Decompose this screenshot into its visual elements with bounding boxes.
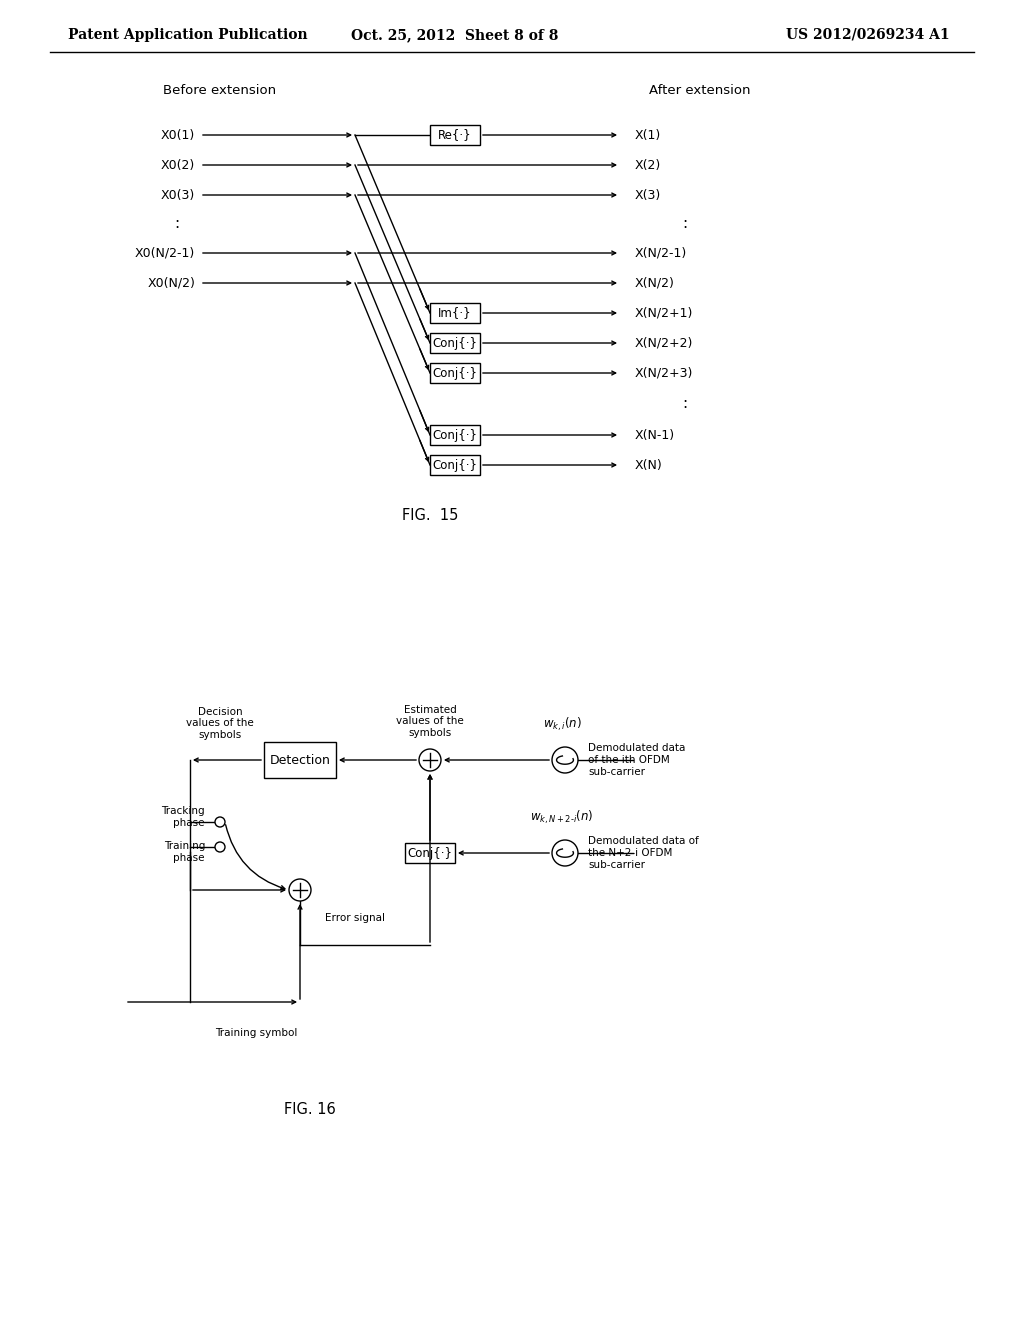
Text: Decision
values of the
symbols: Decision values of the symbols [186, 706, 254, 741]
Circle shape [552, 747, 578, 774]
FancyBboxPatch shape [264, 742, 336, 777]
Text: X(2): X(2) [635, 158, 662, 172]
Text: X0(N/2): X0(N/2) [147, 276, 195, 289]
Circle shape [419, 748, 441, 771]
Text: X(N/2-1): X(N/2-1) [635, 247, 687, 260]
Text: FIG.  15: FIG. 15 [401, 507, 458, 523]
FancyBboxPatch shape [430, 304, 480, 323]
Text: X0(3): X0(3) [161, 189, 195, 202]
Text: After extension: After extension [649, 83, 751, 96]
Text: Training symbol: Training symbol [215, 1028, 297, 1038]
Text: X(N/2+1): X(N/2+1) [635, 306, 693, 319]
Text: :: : [174, 216, 179, 231]
Text: Before extension: Before extension [164, 83, 276, 96]
Circle shape [289, 879, 311, 902]
Text: Im{·}: Im{·} [438, 306, 472, 319]
Text: Estimated
values of the
symbols: Estimated values of the symbols [396, 705, 464, 738]
Text: X(3): X(3) [635, 189, 662, 202]
Text: Training
phase: Training phase [164, 841, 205, 863]
Text: Conj{·}: Conj{·} [432, 458, 477, 471]
Text: Conj{·}: Conj{·} [408, 846, 453, 859]
Text: $\mathit{w}_{k,i}(n)$: $\mathit{w}_{k,i}(n)$ [543, 715, 582, 733]
Text: US 2012/0269234 A1: US 2012/0269234 A1 [786, 28, 950, 42]
Text: Error signal: Error signal [325, 913, 385, 923]
Text: Re{·}: Re{·} [438, 128, 472, 141]
FancyBboxPatch shape [406, 843, 455, 863]
FancyBboxPatch shape [430, 125, 480, 145]
Text: Detection: Detection [269, 754, 331, 767]
Text: X(N/2): X(N/2) [635, 276, 675, 289]
Text: :: : [682, 396, 687, 412]
Text: Patent Application Publication: Patent Application Publication [68, 28, 307, 42]
Text: Demodulated data of
the N+2-i OFDM
sub-carrier: Demodulated data of the N+2-i OFDM sub-c… [588, 837, 698, 870]
FancyBboxPatch shape [430, 425, 480, 445]
FancyBboxPatch shape [430, 363, 480, 383]
FancyBboxPatch shape [430, 455, 480, 475]
Text: X0(1): X0(1) [161, 128, 195, 141]
Circle shape [215, 817, 225, 828]
Text: X(N/2+2): X(N/2+2) [635, 337, 693, 350]
Text: X0(N/2-1): X0(N/2-1) [135, 247, 195, 260]
Circle shape [215, 842, 225, 851]
Text: Conj{·}: Conj{·} [432, 367, 477, 380]
Text: FIG. 16: FIG. 16 [284, 1102, 336, 1118]
FancyBboxPatch shape [430, 333, 480, 352]
Text: X(1): X(1) [635, 128, 662, 141]
Text: X(N-1): X(N-1) [635, 429, 675, 441]
Text: Oct. 25, 2012  Sheet 8 of 8: Oct. 25, 2012 Sheet 8 of 8 [351, 28, 559, 42]
Text: Conj{·}: Conj{·} [432, 429, 477, 441]
Text: :: : [682, 216, 687, 231]
Text: X0(2): X0(2) [161, 158, 195, 172]
Text: Conj{·}: Conj{·} [432, 337, 477, 350]
Text: X(N): X(N) [635, 458, 663, 471]
Text: Tracking
phase: Tracking phase [162, 807, 205, 828]
Circle shape [552, 840, 578, 866]
Text: Demodulated data
of the ith OFDM
sub-carrier: Demodulated data of the ith OFDM sub-car… [588, 743, 685, 776]
Text: X(N/2+3): X(N/2+3) [635, 367, 693, 380]
Text: $\mathit{w}_{k,N+2\text{-}i}(n)$: $\mathit{w}_{k,N+2\text{-}i}(n)$ [530, 809, 594, 826]
